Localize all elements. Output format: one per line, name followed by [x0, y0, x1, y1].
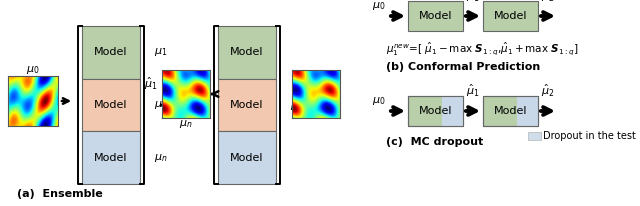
Text: (a)  Ensemble: (a) Ensemble [17, 189, 103, 199]
Text: Model: Model [419, 106, 452, 116]
Text: $\mu_0$: $\mu_0$ [372, 0, 386, 12]
Text: Model: Model [94, 47, 128, 57]
FancyBboxPatch shape [517, 96, 538, 126]
FancyBboxPatch shape [528, 132, 541, 140]
Text: $\mu_0$: $\mu_0$ [372, 95, 386, 107]
Text: $\hat{\mu}_2$: $\hat{\mu}_2$ [290, 97, 303, 113]
FancyBboxPatch shape [408, 1, 463, 31]
FancyBboxPatch shape [442, 96, 463, 126]
Text: Model: Model [94, 100, 128, 110]
FancyBboxPatch shape [408, 96, 463, 126]
Text: $\hat{\mu}_1$: $\hat{\mu}_1$ [466, 0, 480, 4]
Text: Model: Model [230, 153, 264, 163]
FancyBboxPatch shape [82, 131, 140, 184]
Text: Model: Model [493, 11, 527, 21]
FancyBboxPatch shape [483, 96, 538, 126]
Text: (c)  MC dropout: (c) MC dropout [386, 137, 483, 147]
Text: Model: Model [230, 47, 264, 57]
FancyBboxPatch shape [218, 79, 276, 131]
FancyBboxPatch shape [218, 131, 276, 184]
FancyBboxPatch shape [218, 26, 276, 79]
Text: Dropout in the test: Dropout in the test [543, 131, 636, 141]
Text: $\hat{\mu}_1$: $\hat{\mu}_1$ [466, 83, 480, 99]
Text: $\mu_n$: $\mu_n$ [179, 118, 193, 130]
Text: Model: Model [493, 106, 527, 116]
Text: $\hat{\mu}_1$: $\hat{\mu}_1$ [145, 76, 158, 92]
Text: $\mu_2$: $\mu_2$ [154, 99, 167, 111]
Text: (b) Conformal Prediction: (b) Conformal Prediction [386, 62, 540, 72]
Text: Model: Model [230, 100, 264, 110]
Text: $\hat{\mu}_2$: $\hat{\mu}_2$ [541, 0, 555, 4]
FancyBboxPatch shape [82, 79, 140, 131]
Text: $\hat{\mu}_2$: $\hat{\mu}_2$ [541, 83, 555, 99]
FancyBboxPatch shape [483, 1, 538, 31]
Text: $\mu_1^{new}$=[ $\hat{\mu}_1-$max $\boldsymbol{S}_{1:q}$,$\hat{\mu}_1+$max $\bol: $\mu_1^{new}$=[ $\hat{\mu}_1-$max $\bold… [386, 40, 579, 57]
Text: Model: Model [419, 11, 452, 21]
Text: Model: Model [94, 153, 128, 163]
Text: $\mu_1$: $\mu_1$ [154, 46, 168, 58]
Text: $\mu_n$: $\mu_n$ [154, 152, 168, 164]
Text: $\mu_0$: $\mu_0$ [26, 64, 40, 76]
FancyBboxPatch shape [82, 26, 140, 79]
